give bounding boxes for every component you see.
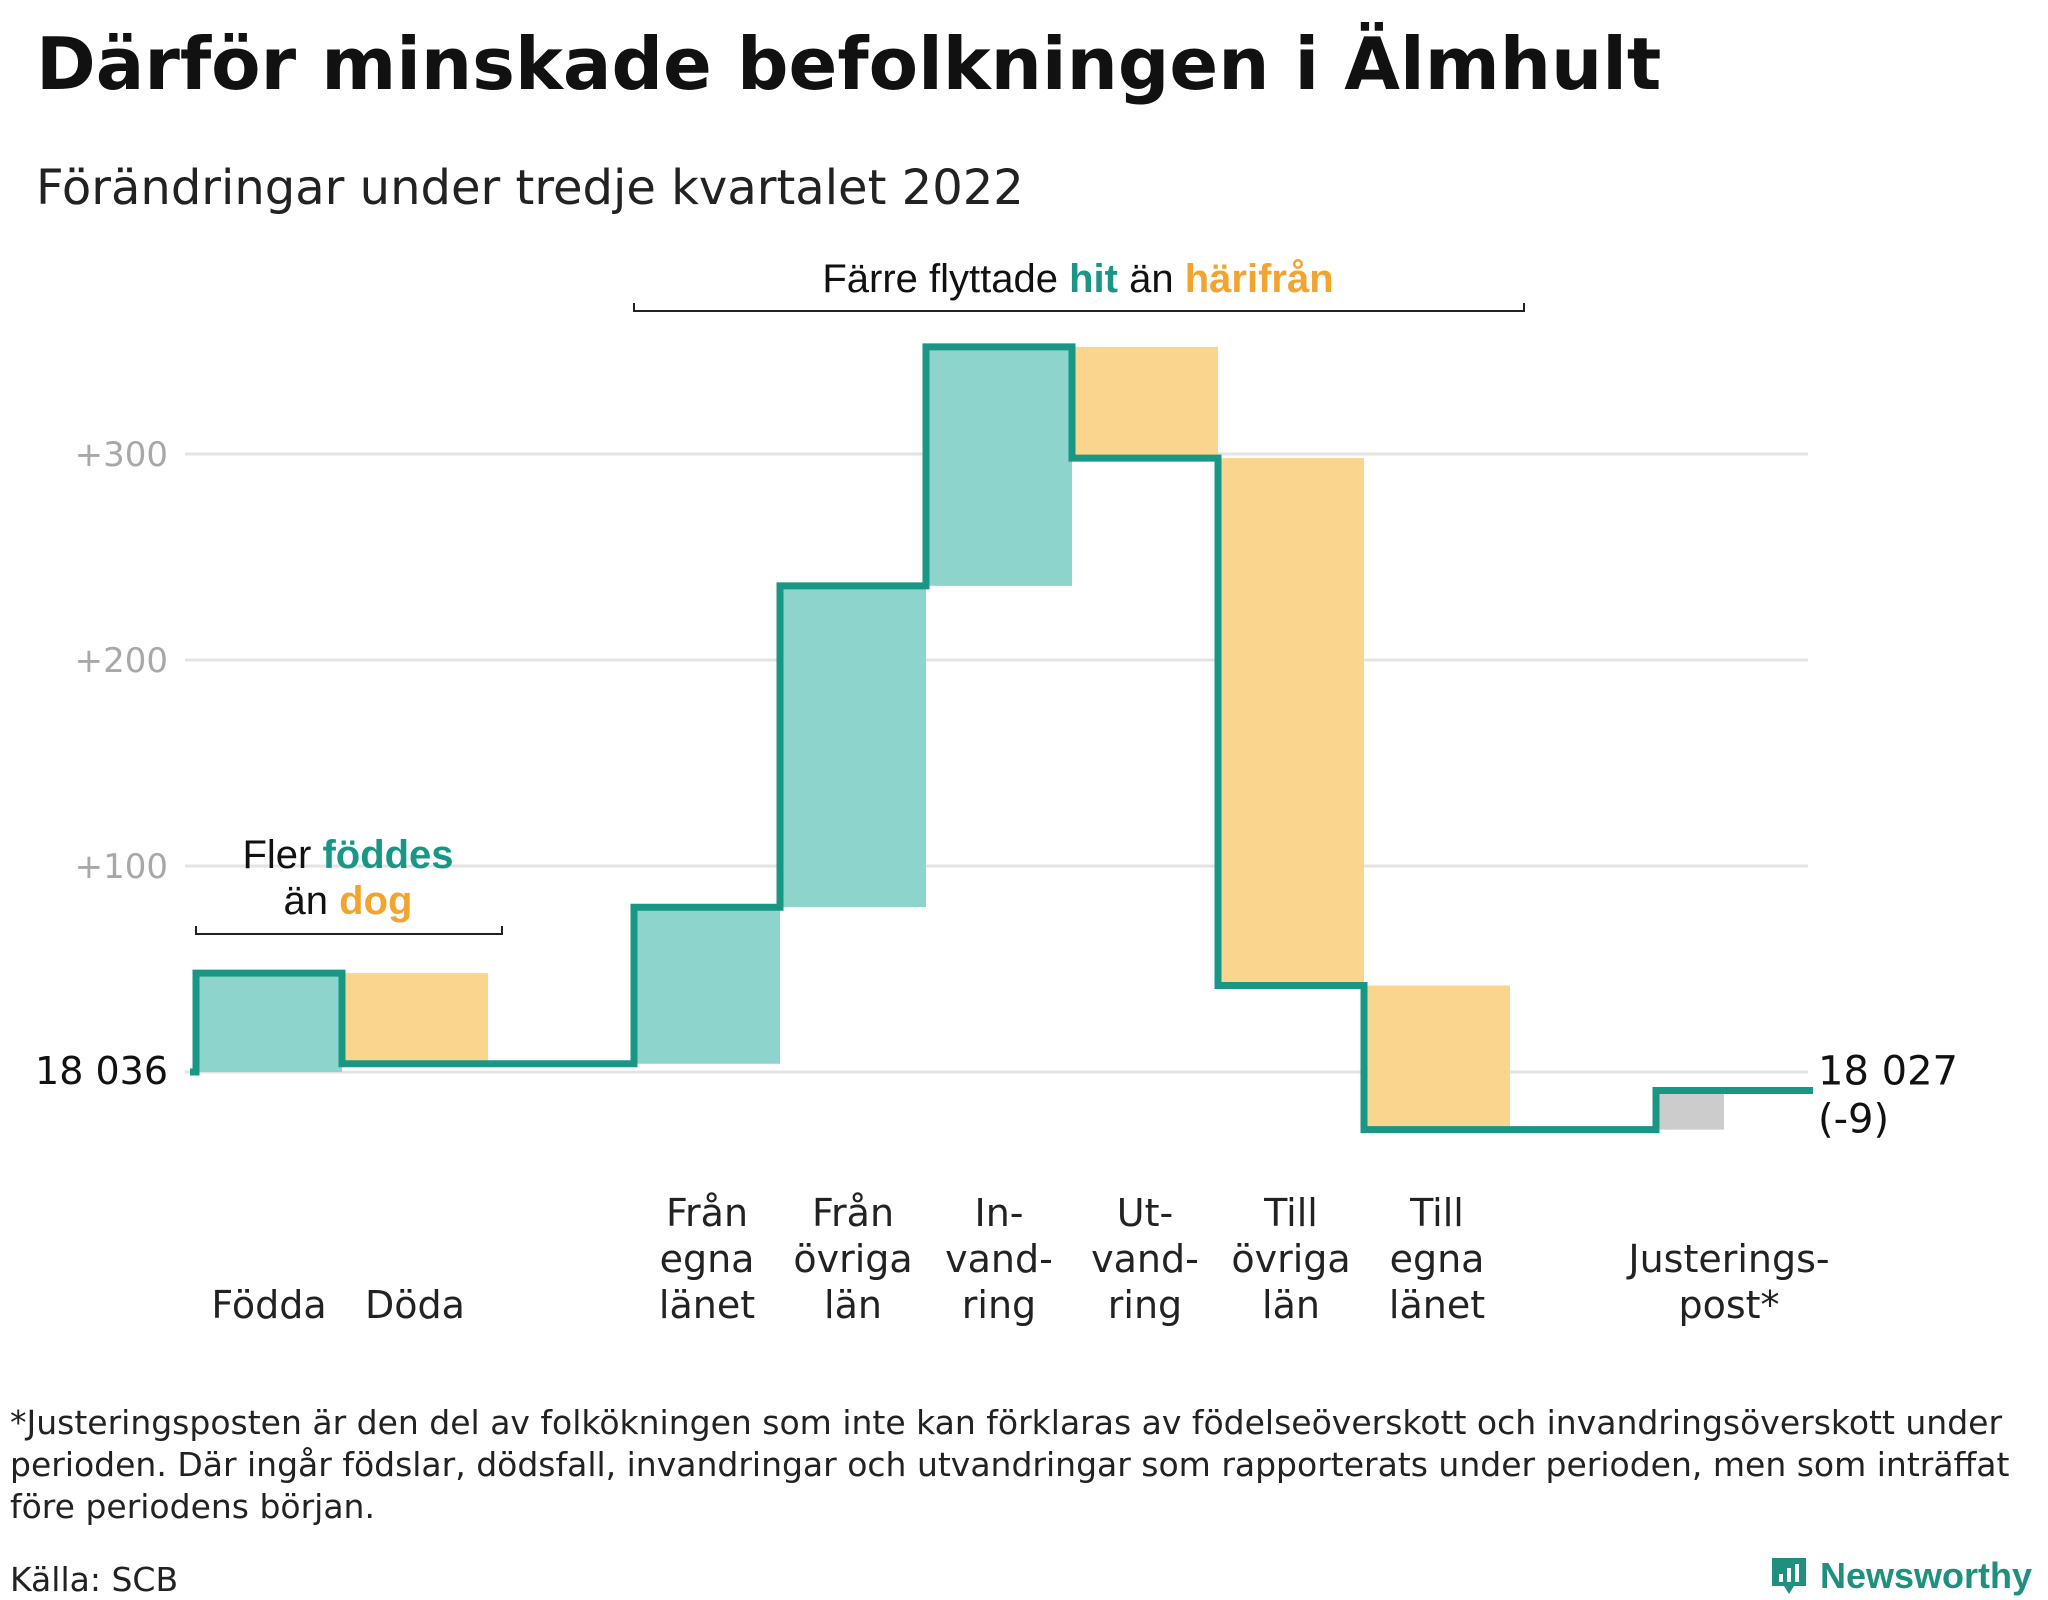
end-value-label: 18 027 <box>1818 1049 1958 1095</box>
chart-subtitle: Förändringar under tredje kvartalet 2022 <box>36 160 1024 216</box>
category-label: Justerings- <box>1626 1237 1829 1281</box>
bar-adjustment <box>1656 1090 1724 1130</box>
category-label: Döda <box>365 1283 465 1327</box>
step-line <box>190 343 1813 1134</box>
category-label: Från <box>812 1191 894 1235</box>
bar-increase <box>196 973 342 1072</box>
gridlines: 18 036 +100 +200 +300 <box>35 435 1808 1093</box>
bar-decrease <box>1072 346 1218 459</box>
y-tick-label: +300 <box>75 435 168 475</box>
annotation-births-bracket <box>195 926 503 935</box>
chart-title: Därför minskade befolkningen i Älmhult <box>36 22 1662 106</box>
brand: Newsworthy <box>1770 1555 2032 1597</box>
bar-increase <box>926 346 1072 586</box>
category-label: ring <box>962 1283 1036 1327</box>
bar-increase <box>634 907 780 1064</box>
start-value-label: 18 036 <box>35 1049 168 1093</box>
annotation-births-line1: Fler föddes <box>242 833 453 877</box>
category-label: Ut- <box>1117 1191 1173 1235</box>
source-label: Källa: SCB <box>10 1560 179 1599</box>
category-label: post* <box>1678 1283 1779 1327</box>
footnote: *Justeringsposten är den del av folkökni… <box>10 1403 2010 1526</box>
category-label: länet <box>1389 1283 1485 1327</box>
category-label: vand- <box>945 1237 1053 1281</box>
bar-decrease <box>342 973 488 1064</box>
y-tick-label: +200 <box>75 641 168 681</box>
newsworthy-logo-icon <box>1772 1558 1806 1594</box>
end-change-label: (-9) <box>1818 1097 1889 1143</box>
bar-decrease <box>1218 458 1364 986</box>
category-label: övriga <box>793 1237 912 1281</box>
category-label: länet <box>659 1283 755 1327</box>
category-label: egna <box>1390 1237 1485 1281</box>
brand-name: Newsworthy <box>1820 1555 2033 1596</box>
annotation-births-line2: än dog <box>284 879 413 923</box>
category-labels: 18 027(-9)Födda DödaFrånegnalänetFrånövri… <box>211 1049 1958 1327</box>
annotation-migration-bracket <box>633 303 1525 312</box>
category-label: ring <box>1108 1283 1182 1327</box>
category-label: Till <box>1263 1191 1318 1235</box>
category-label: egna <box>660 1237 755 1281</box>
step-line-path <box>190 343 1813 1134</box>
waterfall-chart: 18 036 +100 +200 +300 18 027(-9) Födda Döda Fr… <box>35 257 1958 1327</box>
bars <box>196 346 1724 1130</box>
category-label: Till <box>1409 1191 1464 1235</box>
bar-increase <box>780 585 926 908</box>
bar-decrease <box>1364 985 1510 1130</box>
category-label: län <box>1262 1283 1320 1327</box>
category-label: Födda <box>211 1283 326 1327</box>
annotation-migration-line1: Färre flyttade hit än härifrån <box>822 257 1333 301</box>
category-label: vand- <box>1091 1237 1199 1281</box>
y-tick-label: +100 <box>75 847 168 887</box>
category-label: In- <box>974 1191 1023 1235</box>
category-label: övriga <box>1231 1237 1350 1281</box>
category-label: län <box>824 1283 882 1327</box>
category-label: Från <box>666 1191 748 1235</box>
